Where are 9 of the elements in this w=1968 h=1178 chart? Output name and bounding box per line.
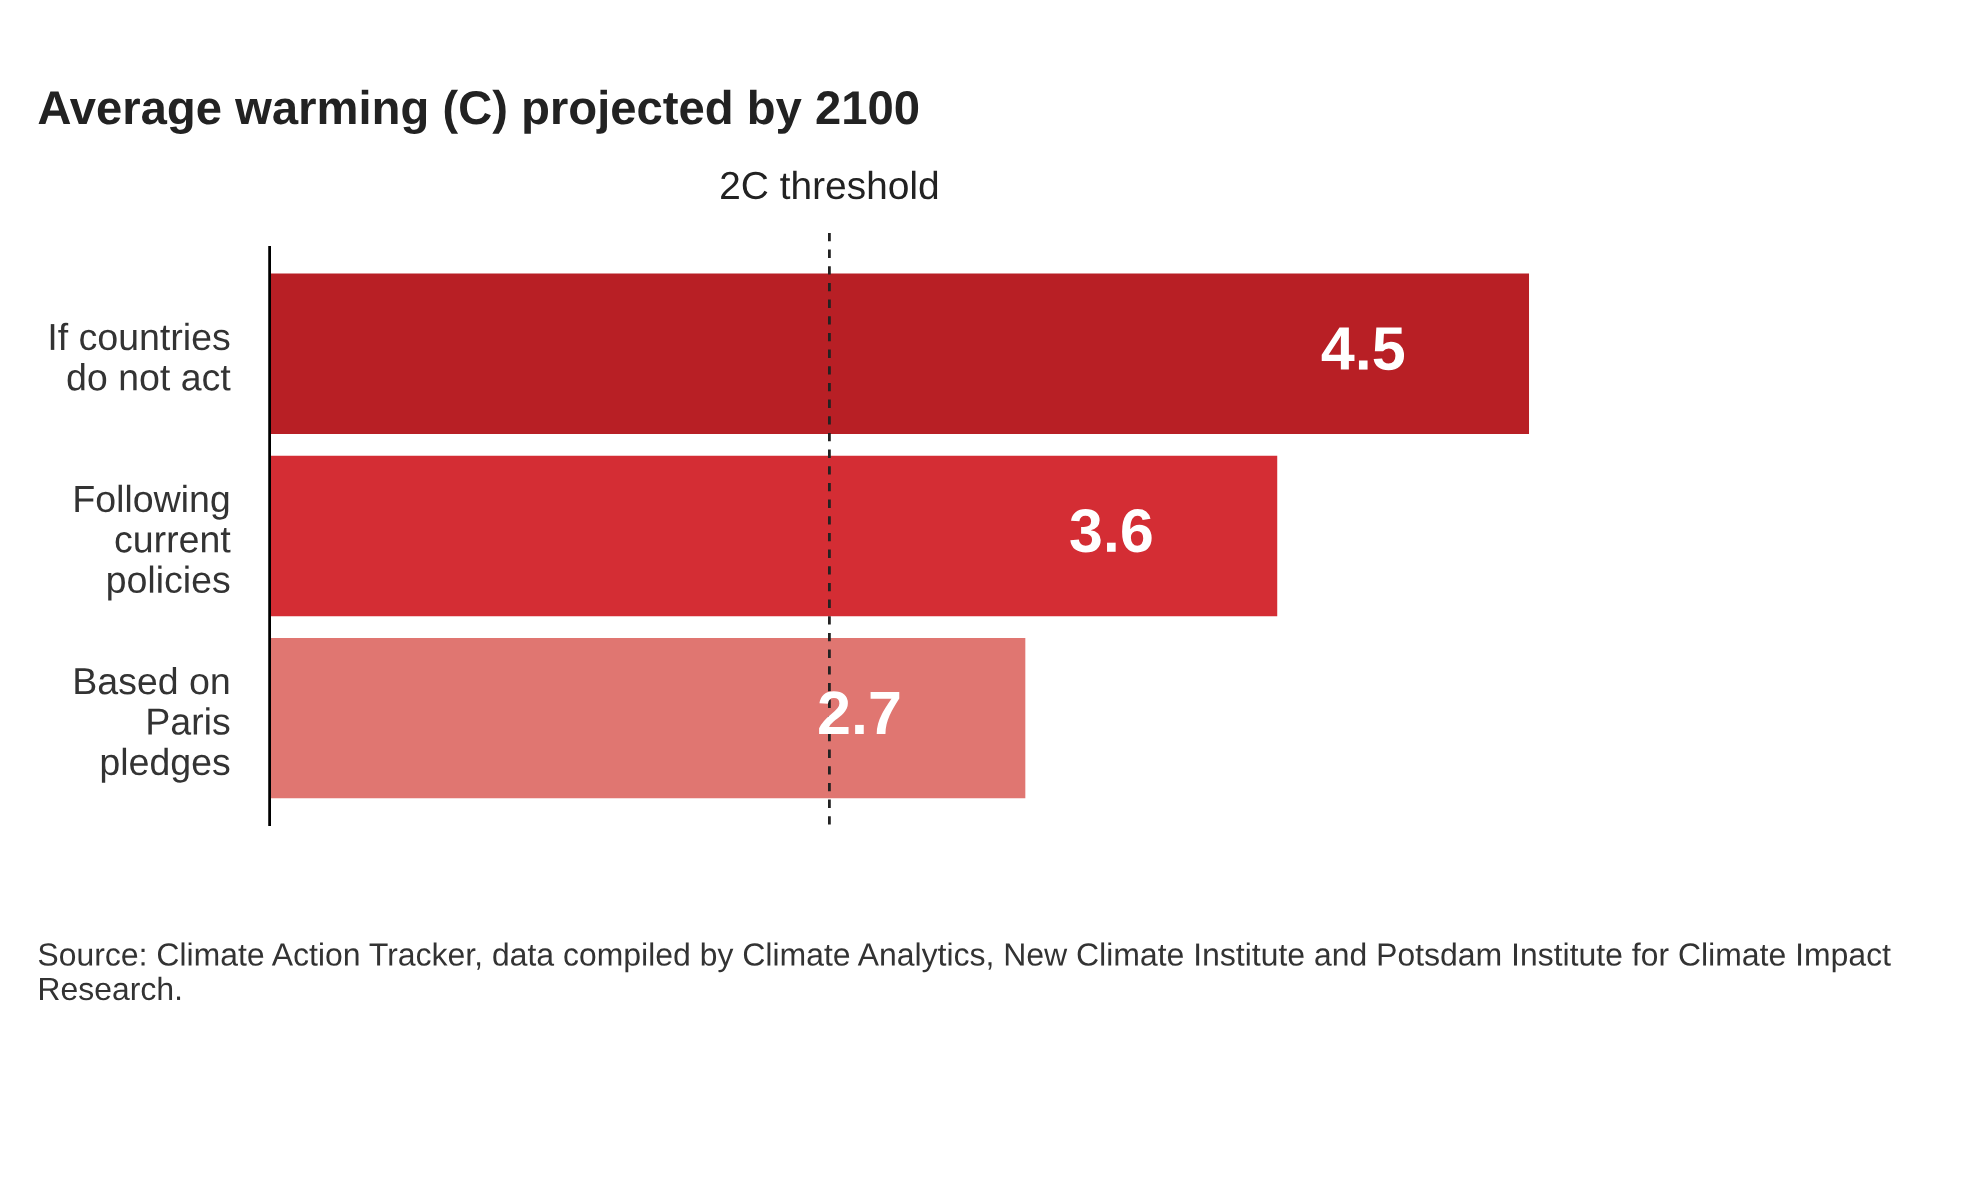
y-tick-label: Based on Paris pledges	[75, 666, 230, 783]
data-label: 2.7	[819, 691, 900, 734]
y-tick-label: If countries do not act	[50, 322, 231, 391]
data-label: 3.6	[1070, 509, 1152, 553]
data-label: 4.5	[1321, 327, 1405, 371]
chart-title: Average warming (C) projected by 2100	[38, 89, 919, 135]
source-note: Source: Climate Action Tracker, data compiled by Climate Analytics, New Climate Institute and Potsdam Institute for Climate Impact Research.	[38, 942, 1891, 1001]
y-tick-label: Following current policies	[75, 484, 231, 601]
ref-line-label: 2C threshold	[721, 170, 938, 200]
